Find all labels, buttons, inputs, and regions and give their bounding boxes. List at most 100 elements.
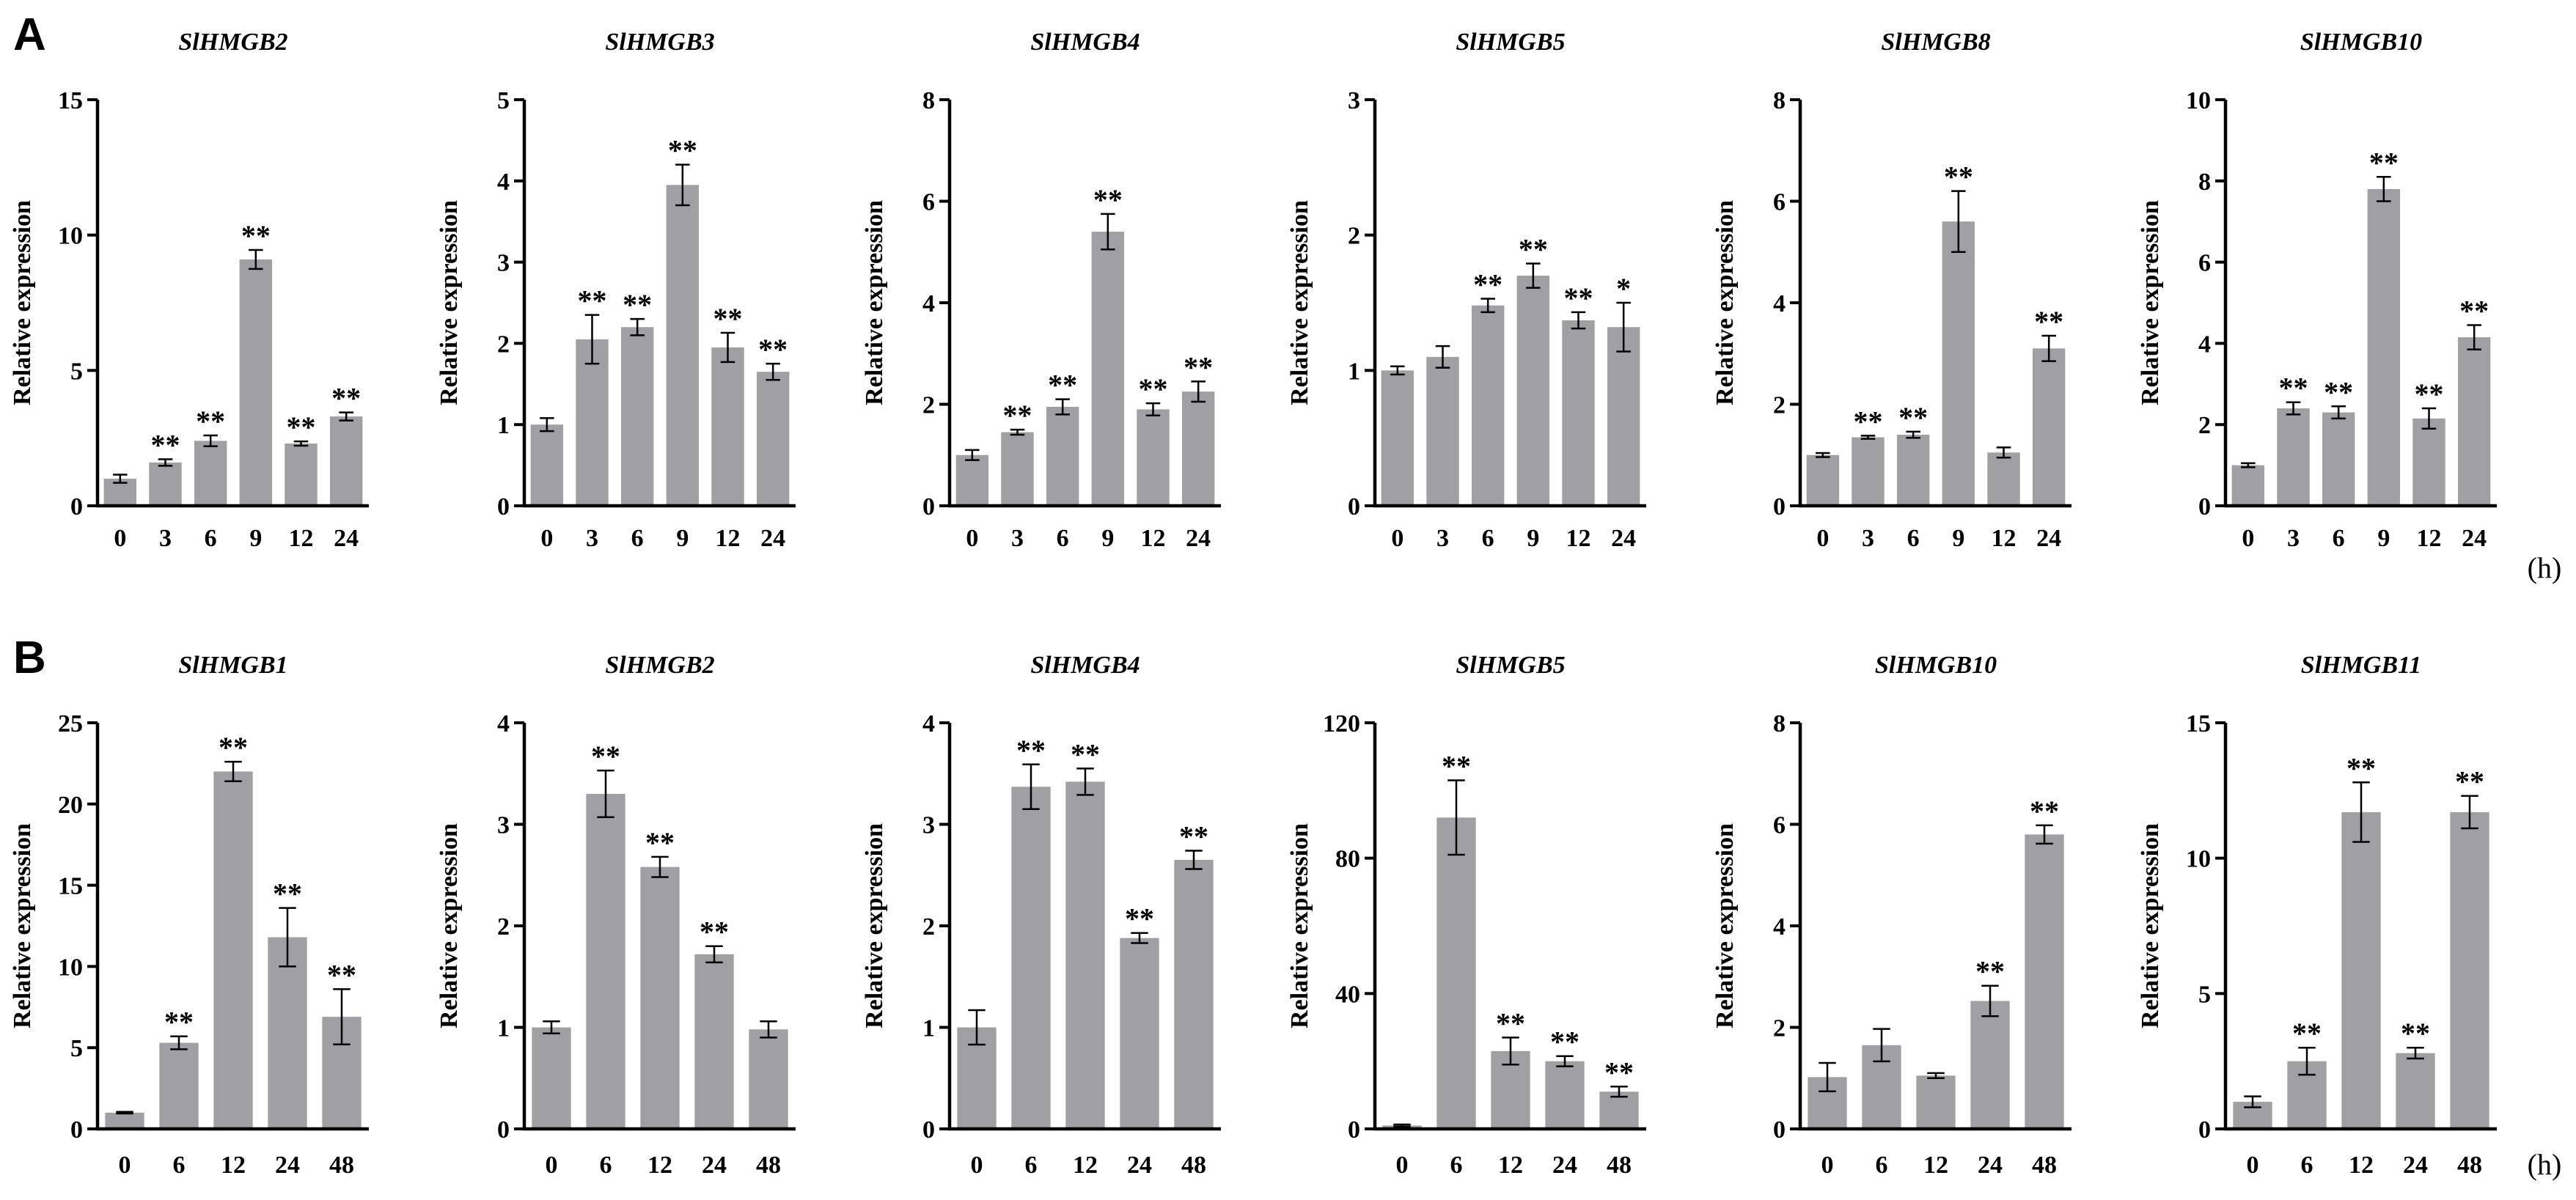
error-bar	[2331, 405, 2346, 420]
x-tick-label: 6	[1876, 1152, 1888, 1179]
bar	[1916, 1075, 1956, 1129]
error-bar	[720, 331, 735, 364]
error-bar	[1819, 1061, 1836, 1093]
bar	[2367, 188, 2401, 506]
bar	[1174, 859, 1214, 1129]
x-tick-label: 24	[1552, 1152, 1577, 1179]
bar	[666, 185, 700, 506]
bar	[1516, 276, 1550, 506]
bar	[711, 347, 744, 506]
y-tick-label: 0	[2198, 1116, 2211, 1144]
x-tick-label: 48	[756, 1152, 781, 1179]
y-tick-label: 2	[497, 913, 510, 941]
bar	[1091, 232, 1125, 506]
error-bar	[1191, 380, 1206, 403]
bar	[159, 1042, 199, 1129]
bar	[2322, 412, 2355, 506]
significance-mark: **	[645, 826, 675, 859]
error-bar	[968, 1009, 986, 1046]
bar	[1896, 435, 1930, 506]
error-bar	[2036, 824, 2053, 845]
bar	[530, 424, 564, 506]
error-bar	[1502, 1037, 1519, 1066]
chart-1-0: SlHMGB1 Relative expression 0 ** 6 ** 12 ** 24 **…	[9, 652, 369, 1179]
significance-mark: **	[700, 916, 729, 949]
significance-mark: **	[196, 405, 225, 438]
y-axis-label: Relative expression	[436, 200, 463, 405]
error-bar	[1145, 402, 1161, 416]
y-tick-label: 25	[58, 710, 83, 737]
bar	[239, 259, 273, 506]
y-tick-label: 10	[2186, 846, 2211, 873]
error-bar	[113, 474, 128, 484]
y-tick-label: 40	[1335, 981, 1360, 1008]
x-tick-label: 9	[2377, 525, 2390, 552]
y-tick-label: 0	[1773, 493, 1786, 520]
bar	[2032, 348, 2066, 506]
y-tick-label: 0	[497, 1116, 510, 1144]
error-bar	[1185, 850, 1203, 870]
error-bar	[766, 362, 780, 381]
bar	[105, 1112, 144, 1129]
x-tick-label: 48	[2457, 1152, 2482, 1179]
bar	[268, 937, 307, 1129]
y-tick-label: 0	[1773, 1116, 1786, 1144]
y-tick-label: 80	[1335, 846, 1360, 873]
error-bar	[170, 1035, 188, 1050]
x-tick-label: 48	[1181, 1152, 1206, 1179]
y-tick-label: 10	[2186, 87, 2211, 114]
error-bar	[1101, 213, 1115, 251]
y-axis-label: Relative expression	[9, 200, 36, 405]
error-bar	[158, 458, 173, 467]
significance-mark: **	[2324, 375, 2353, 408]
significance-mark: **	[2034, 305, 2063, 338]
y-tick-label: 2	[2198, 412, 2211, 439]
bar	[756, 372, 790, 506]
significance-mark: **	[1048, 369, 1077, 402]
error-bar	[2298, 1046, 2316, 1076]
chart-title: SlHMGB5	[1456, 652, 1565, 679]
significance-mark: **	[1944, 161, 1973, 194]
significance-mark: **	[2415, 378, 2444, 411]
error-bar	[1556, 1055, 1574, 1067]
significance-mark: **	[1071, 737, 1100, 770]
y-tick-label: 4	[922, 710, 935, 737]
error-bar	[1480, 298, 1495, 314]
bar	[1471, 305, 1505, 506]
x-tick-label: 24	[2036, 525, 2061, 552]
error-bar	[540, 417, 554, 432]
significance-mark: **	[151, 428, 180, 461]
error-bar	[1571, 311, 1586, 330]
y-tick-label: 5	[70, 1035, 83, 1062]
chart-title: SlHMGB8	[1881, 29, 1990, 56]
x-tick-label: 0	[2242, 525, 2254, 552]
significance-mark: *	[1616, 272, 1631, 305]
x-tick-label: 12	[1923, 1152, 1948, 1179]
x-tick-label: 3	[1862, 525, 1874, 552]
chart-0-2: SlHMGB4 Relative expression 0 ** 3 ** 6 ** 9 ** 12…	[861, 29, 1221, 552]
significance-mark: **	[578, 284, 607, 317]
x-tick-label: 0	[971, 1152, 983, 1179]
x-tick-label: 12	[1498, 1152, 1523, 1179]
y-tick-label: 0	[2198, 493, 2211, 520]
x-tick-label: 12	[289, 525, 314, 552]
x-tick-label: 0	[1396, 1152, 1409, 1179]
error-bar	[1951, 190, 1966, 253]
significance-mark: **	[2279, 372, 2308, 405]
y-tick-label: 20	[58, 792, 83, 819]
chart-title: SlHMGB2	[178, 29, 287, 56]
error-bar	[224, 760, 242, 783]
error-bar	[2461, 795, 2478, 830]
significance-mark: **	[1473, 268, 1502, 301]
error-bar	[1526, 262, 1541, 289]
error-bar	[1981, 984, 1999, 1017]
significance-mark: **	[1179, 820, 1208, 853]
significance-mark: **	[1975, 955, 2005, 988]
y-tick-label: 8	[922, 87, 935, 114]
bar	[955, 454, 989, 506]
bar	[586, 793, 625, 1129]
bar	[1562, 320, 1595, 506]
